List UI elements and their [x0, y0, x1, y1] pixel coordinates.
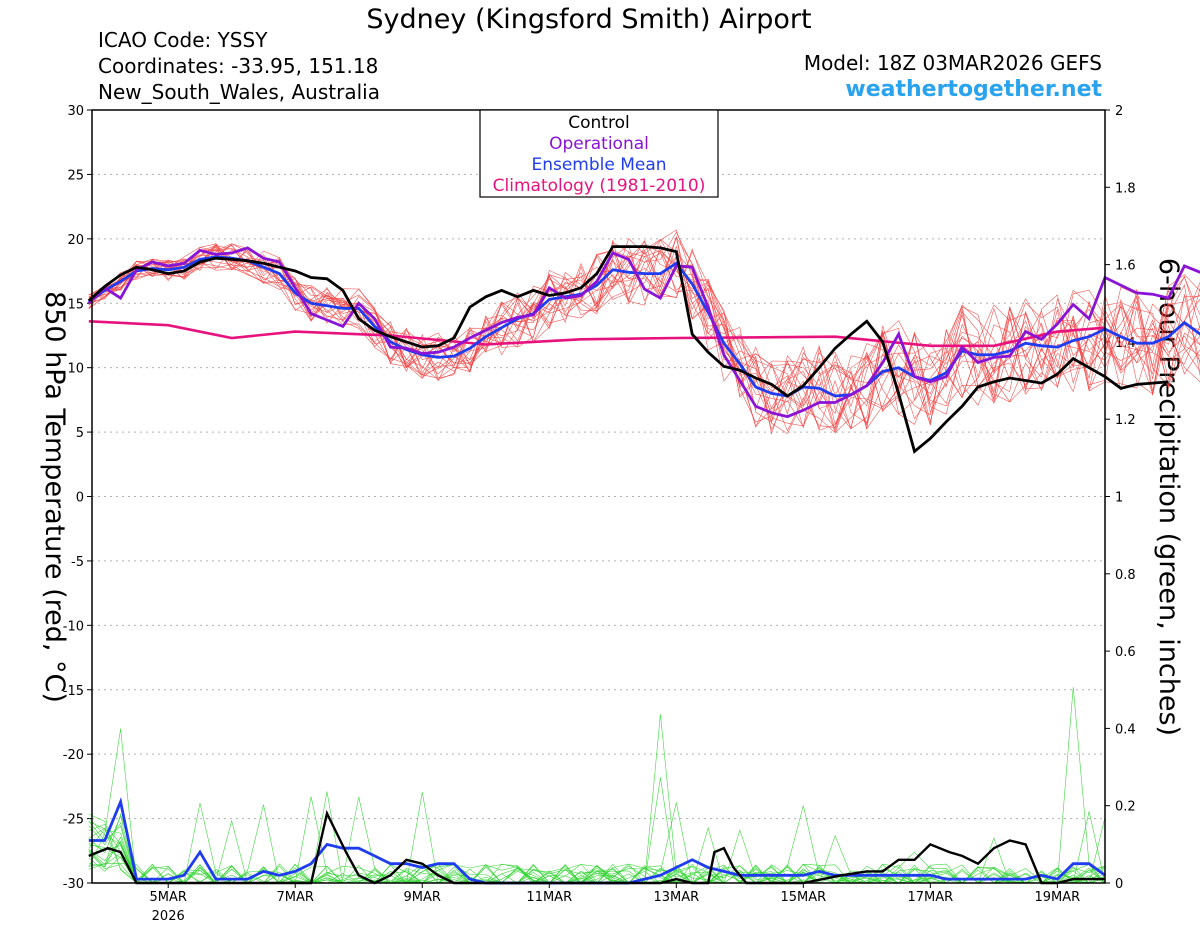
- y2-tick-label: 1.6: [1115, 259, 1136, 274]
- highlight-series: [87, 245, 1200, 885]
- y-tick-label: -15: [63, 684, 84, 699]
- temperature-mean-line: [87, 255, 1200, 398]
- temperature-operational-line: [87, 246, 1200, 419]
- site-name[interactable]: weathertogether.net: [845, 77, 1102, 102]
- y2-tick-label: 1: [1115, 491, 1123, 506]
- y-tick-label: -10: [63, 619, 84, 634]
- x-tick-label: 15MAR: [780, 890, 826, 905]
- climatology-line: [88, 320, 1106, 348]
- precipitation-member-line: [88, 826, 1106, 884]
- precipitation-member-line: [88, 796, 1106, 884]
- y2-tick-label: 2: [1115, 104, 1123, 119]
- legend-operational: Operational: [549, 134, 649, 154]
- model-run: Model: 18Z 03MAR2026 GEFS: [804, 51, 1102, 75]
- y-tick-label: -30: [63, 877, 84, 892]
- y-tick-label: 0: [76, 491, 84, 506]
- temperature-member-line: [88, 244, 1200, 427]
- x-tick-label: 5MAR: [150, 890, 187, 905]
- precipitation-mean-line: [88, 797, 1106, 885]
- temperature-member-line: [88, 249, 1200, 415]
- y-tick-label: 30: [67, 104, 84, 119]
- x-tick-label: 9MAR: [404, 890, 441, 905]
- precipitation-member-line: [88, 792, 1106, 884]
- temperature-member-line: [88, 240, 1200, 431]
- precipitation-member-line: [88, 777, 1106, 884]
- y-axis-ticks: 30 25 20 15 10 5 0 -5 -10 -15 -20 -25 -30: [63, 104, 92, 892]
- y2-tick-label: 0.6: [1115, 645, 1136, 660]
- y-tick-label: 5: [76, 426, 84, 441]
- temperature-control-line: [87, 245, 1169, 454]
- precipitation-member-line: [88, 817, 1106, 884]
- legend-climatology: Climatology (1981-2010): [493, 176, 706, 196]
- x-tick-label: 7MAR: [277, 890, 314, 905]
- x-tick-label: 19MAR: [1035, 890, 1081, 905]
- icao-code: ICAO Code: YSSY: [98, 28, 268, 52]
- precipitation-member-line: [88, 714, 1105, 884]
- y-axis-label: 850 hPa Temperature (red, °C): [39, 291, 70, 703]
- y2-tick-label: 0.8: [1115, 568, 1136, 583]
- legend-control: Control: [568, 113, 629, 133]
- temperature-members: [88, 229, 1200, 435]
- precipitation-member-line: [88, 796, 1106, 884]
- legend: Control Operational Ensemble Mean Climat…: [479, 109, 719, 198]
- y-tick-label: -20: [63, 748, 84, 763]
- y-tick-label: -25: [63, 813, 84, 828]
- chart-title: Sydney (Kingsford Smith) Airport: [366, 4, 811, 35]
- y-tick-label: -5: [71, 555, 84, 570]
- y-tick-label: 15: [67, 297, 84, 312]
- y2-tick-label: 1.2: [1115, 413, 1136, 428]
- y2-tick-label: 1.8: [1115, 181, 1136, 196]
- x-tick-label: 11MAR: [526, 890, 572, 905]
- grid-lines: [92, 173, 1105, 820]
- legend-ensemble-mean: Ensemble Mean: [531, 155, 666, 175]
- coordinates: Coordinates: -33.95, 151.18: [98, 54, 378, 78]
- y2-axis-label: 6-hour Precipitation (green, inches): [1153, 258, 1184, 736]
- y2-axis-ticks: 21.81.61.41.210.80.60.40.20: [1105, 104, 1136, 892]
- temperature-member-line: [88, 239, 1200, 432]
- x-tick-year: 2026: [152, 909, 185, 924]
- precipitation-member-line: [88, 827, 1106, 884]
- precipitation-control-line: [88, 809, 1105, 885]
- y2-tick-label: 0.4: [1115, 722, 1136, 737]
- y-tick-label: 10: [67, 362, 84, 377]
- x-tick-label: 13MAR: [653, 890, 699, 905]
- y2-tick-label: 0.2: [1115, 800, 1136, 815]
- y-tick-label: 25: [67, 168, 84, 183]
- x-axis-ticks: 5MAR 2026 7MAR 9MAR 11MAR 13MAR 15MAR 17MAR 19MA…: [150, 883, 1081, 924]
- legend-box: [479, 109, 719, 198]
- x-tick-label: 17MAR: [908, 890, 954, 905]
- y2-tick-label: 0: [1115, 877, 1123, 892]
- precipitation-member-line: [88, 728, 1106, 884]
- precipitation-member-line: [88, 811, 1106, 884]
- y-tick-label: 20: [67, 233, 84, 248]
- region: New_South_Wales, Australia: [98, 80, 380, 104]
